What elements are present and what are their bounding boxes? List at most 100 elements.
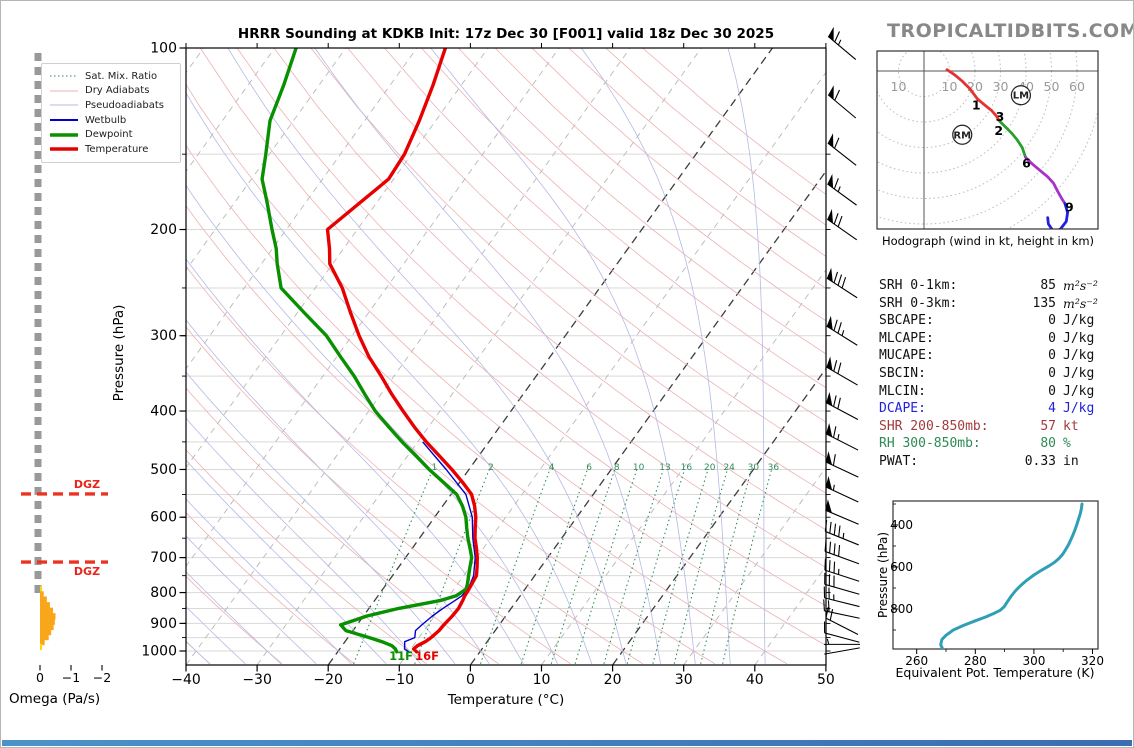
svg-text:24: 24: [723, 463, 735, 473]
svg-text:600: 600: [890, 560, 913, 574]
legend: Sat. Mix. Ratio Dry Adiabats Pseudoadiabat…: [41, 63, 181, 163]
legend-item-label: Sat. Mix. Ratio: [85, 70, 158, 82]
svg-text:6: 6: [586, 463, 592, 473]
surface-dewpoint-f-label: 11F: [389, 649, 413, 663]
svg-text:0: 0: [466, 672, 475, 688]
hodograph-frame: [876, 50, 1099, 230]
legend-line-sample: [50, 104, 78, 106]
stat-row: SRH 0-1km: 85 m²s⁻²: [879, 277, 1125, 295]
stat-label: SHR 200-850mb:: [879, 418, 989, 434]
svg-text:−30: −30: [242, 672, 272, 688]
stat-unit: m²s⁻²: [1063, 295, 1098, 311]
legend-item: Pseudoadiabats: [49, 98, 173, 113]
legend-line-sample: [50, 132, 78, 137]
stat-value: 0: [1048, 383, 1056, 399]
stat-unit: J/kg: [1063, 330, 1095, 346]
svg-text:3: 3: [996, 109, 1005, 124]
svg-text:16: 16: [681, 463, 693, 473]
dgz-upper-label: DGZ: [73, 478, 101, 491]
hodograph-segment-0-3km: [945, 68, 1001, 123]
svg-text:10: 10: [633, 463, 645, 473]
legend-line-sample: [50, 75, 78, 77]
legend-item-label: Pseudoadiabats: [85, 99, 165, 111]
svg-text:10: 10: [942, 79, 958, 94]
stat-value: 80: [1040, 436, 1056, 452]
stat-unit: %: [1063, 436, 1071, 452]
legend-item: Temperature: [49, 142, 173, 157]
legend-item: Sat. Mix. Ratio: [49, 69, 173, 84]
theta-e-frame: [892, 500, 1099, 650]
svg-text:2: 2: [994, 123, 1003, 138]
svg-text:9: 9: [1065, 199, 1074, 214]
stat-row: MLCAPE: 0 J/kg: [879, 330, 1125, 348]
theta-e-y-axis-label: Pressure (hPa): [876, 531, 890, 619]
stat-unit: kt: [1063, 418, 1079, 434]
brand-logo: TROPICALTIDBITS.COM: [887, 20, 1134, 42]
wind-barb-column: [823, 26, 860, 655]
stat-row: SHR 200-850mb: 57 kt: [879, 418, 1125, 436]
skewt-frame: [185, 47, 827, 666]
stat-label: RH 300-850mb:: [879, 436, 981, 452]
stat-label: MUCAPE:: [879, 348, 934, 364]
stat-label: SRH 0-1km:: [879, 278, 958, 293]
stat-row: SRH 0-3km: 135 m²s⁻²: [879, 295, 1125, 313]
theta-e-x-axis-label: Equivalent Pot. Temperature (K): [895, 665, 1095, 680]
stat-label: MLCIN:: [879, 383, 926, 399]
legend-item-label: Wetbulb: [85, 114, 127, 126]
svg-text:RM: RM: [953, 130, 971, 141]
svg-text:−20: −20: [313, 672, 343, 688]
stat-unit: in: [1063, 453, 1079, 469]
legend-item: Wetbulb: [49, 113, 173, 128]
stat-row: PWAT: 0.33 in: [879, 453, 1125, 471]
temperature-axis-label: Temperature (°C): [447, 692, 565, 708]
omega-axis-label: Omega (Pa/s): [9, 691, 101, 707]
stat-unit: J/kg: [1063, 313, 1095, 329]
theta-e-plot: 260 280 300 320 400 600 800: [890, 500, 1104, 668]
surface-temperature-f-label: 16F: [415, 649, 439, 663]
legend-item: Dry Adiabats: [49, 84, 173, 99]
svg-text:30: 30: [675, 672, 693, 688]
svg-text:200: 200: [150, 222, 177, 238]
hodograph-segment-9-12km: [1046, 202, 1069, 229]
stat-value: 0: [1048, 365, 1056, 381]
page-title: HRRR Sounding at KDKB Init: 17z Dec 30 […: [237, 26, 775, 42]
svg-text:36: 36: [768, 463, 780, 473]
stat-label: SBCIN:: [879, 365, 926, 381]
svg-text:900: 900: [150, 616, 177, 632]
svg-text:20: 20: [704, 463, 716, 473]
svg-text:LM: LM: [1013, 91, 1029, 102]
stat-label: DCAPE:: [879, 401, 926, 417]
svg-text:260: 260: [905, 654, 928, 668]
svg-text:2: 2: [488, 463, 494, 473]
theta-e-curve: [939, 502, 1084, 649]
svg-text:400: 400: [150, 404, 177, 420]
stat-value: 0: [1048, 330, 1056, 346]
svg-text:6: 6: [1022, 156, 1031, 171]
stat-value: 135: [1032, 295, 1056, 311]
svg-text:13: 13: [659, 463, 670, 473]
stat-value: 0: [1048, 313, 1056, 329]
wetbulb-curve: [403, 441, 476, 653]
svg-text:−1: −1: [62, 670, 80, 685]
hodograph-segment-6-9km: [1024, 155, 1067, 205]
stat-label: SRH 0-3km:: [879, 295, 958, 311]
pressure-axis-label: Pressure (hPa): [111, 304, 127, 402]
svg-text:8: 8: [614, 463, 620, 473]
svg-text:−40: −40: [171, 672, 201, 688]
svg-text:500: 500: [150, 462, 177, 478]
svg-text:−10: −10: [385, 672, 415, 688]
skewt-plot-area: 1 2 4 6 8 10 13 16 20 24 30 36: [186, 48, 826, 665]
stat-row: DCAPE: 4 J/kg: [879, 400, 1125, 418]
dgz-lower-label: DGZ: [73, 565, 101, 578]
legend-item-label: Dewpoint: [85, 129, 133, 141]
svg-text:300: 300: [1022, 654, 1045, 668]
omega-panel: 0 −1 −2: [21, 53, 111, 685]
stat-value: 0.33: [1024, 453, 1056, 469]
svg-text:1: 1: [432, 463, 438, 473]
stat-row: MUCAPE: 0 J/kg: [879, 347, 1125, 365]
stat-unit: J/kg: [1063, 365, 1095, 381]
footer-bar: [2, 740, 1132, 746]
svg-text:10: 10: [891, 79, 907, 94]
